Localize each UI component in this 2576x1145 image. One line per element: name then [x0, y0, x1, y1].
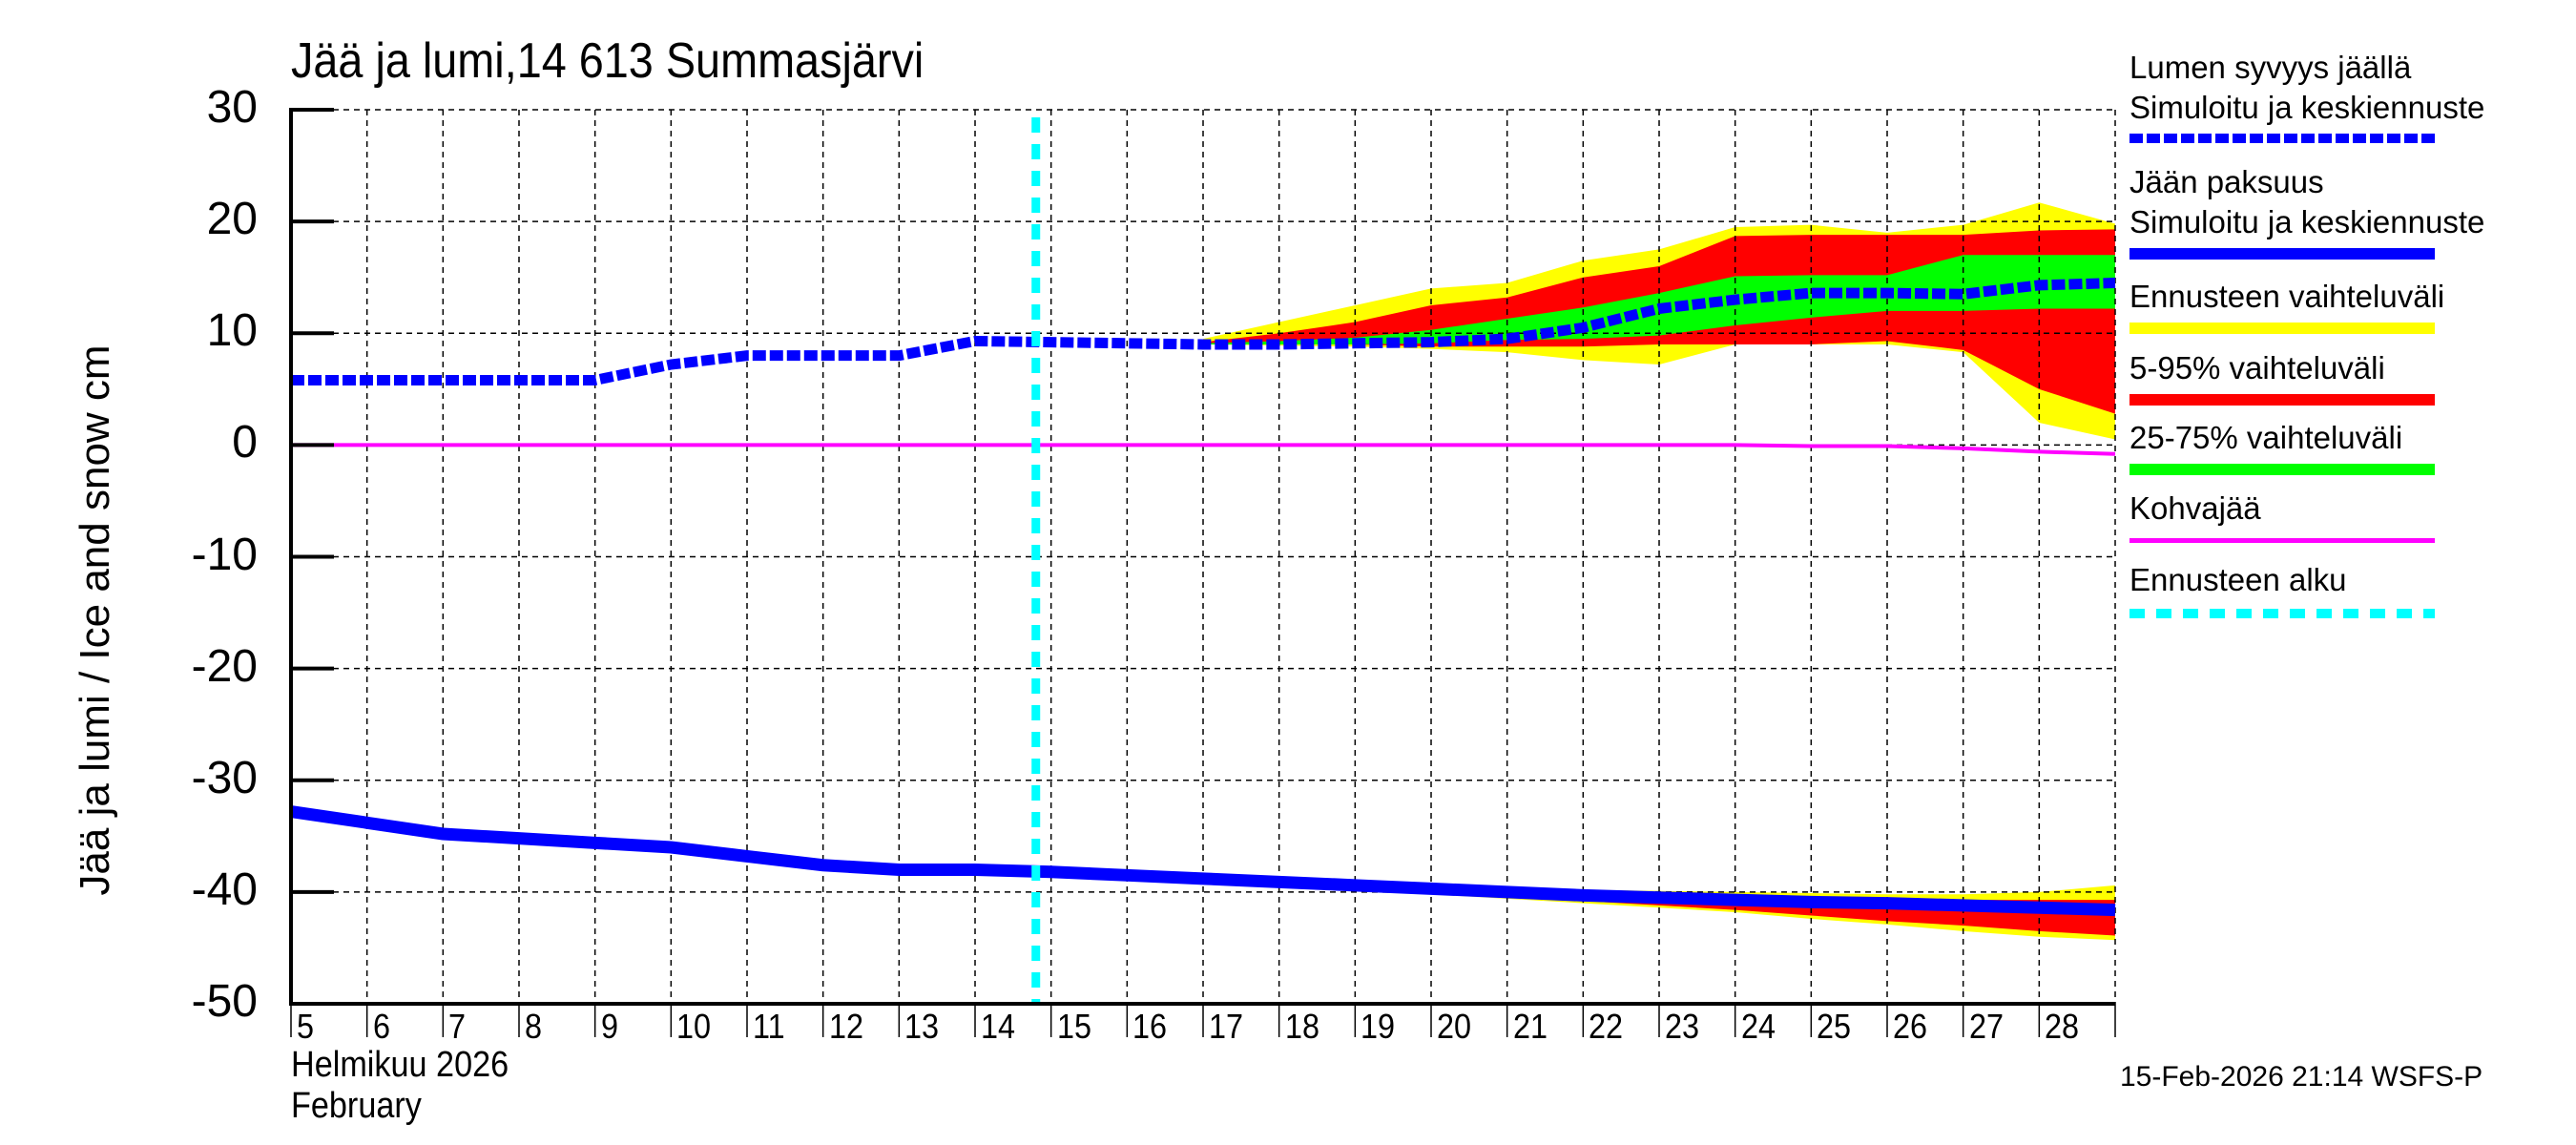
legend-item-slush-ice: Kohvajää: [2129, 489, 2568, 543]
legend-swatch-yellow: [2129, 323, 2435, 334]
y-tick-label: 0: [232, 417, 258, 468]
legend-label: 25-75% vaihteluväli: [2129, 420, 2403, 455]
x-axis-month-en: February: [291, 1086, 422, 1126]
x-axis-month-fi: Helmikuu 2026: [291, 1045, 509, 1085]
x-tick-label: 7: [448, 1007, 467, 1046]
x-tick-label: 10: [676, 1007, 712, 1046]
y-tick-label: -10: [191, 529, 258, 580]
ice-thickness-line: [290, 805, 2116, 917]
legend-item-25-75-range: 25-75% vaihteluväli: [2129, 418, 2568, 475]
legend-swatch-red: [2129, 394, 2435, 406]
x-tick-label: 28: [2045, 1007, 2080, 1046]
legend-swatch-dotted-cyan: [2129, 609, 2435, 618]
legend-label: Ennusteen alku: [2129, 562, 2347, 597]
legend-label: Simuloitu ja keskiennuste: [2129, 204, 2485, 239]
legend-label: Simuloitu ja keskiennuste: [2129, 90, 2485, 125]
x-tick-label: 25: [1817, 1007, 1852, 1046]
y-tick-label: -30: [191, 752, 258, 803]
data-lines: [290, 117, 2116, 1004]
legend-label: 5-95% vaihteluväli: [2129, 350, 2385, 385]
y-tick-label: 30: [206, 82, 258, 133]
x-tick-label: 8: [525, 1007, 543, 1046]
y-tick-label: -50: [191, 976, 258, 1027]
x-tick-label: 19: [1361, 1007, 1396, 1046]
x-tick-label: 15: [1056, 1007, 1091, 1046]
x-tick-label: 17: [1209, 1007, 1244, 1046]
x-tick-label: 22: [1589, 1007, 1624, 1046]
x-tick-label: 21: [1512, 1007, 1548, 1046]
chart-title: Jää ja lumi,14 613 Summasjärvi: [291, 33, 924, 89]
footer-timestamp: 15-Feb-2026 21:14 WSFS-P: [2120, 1061, 2483, 1093]
x-tick-label: 26: [1893, 1007, 1928, 1046]
legend-swatch-magenta: [2129, 538, 2435, 543]
legend-label: Kohvajää: [2129, 490, 2261, 526]
legend-label: Jään paksuus: [2129, 164, 2324, 199]
legend-item-5-95-range: 5-95% vaihteluväli: [2129, 348, 2568, 406]
legend-item-snow-depth: Lumen syvyys jäällä Simuloitu ja keskien…: [2129, 48, 2568, 143]
x-tick-label: 9: [600, 1007, 618, 1046]
legend-swatch-green: [2129, 464, 2435, 475]
x-tick-label: 20: [1437, 1007, 1472, 1046]
y-tick-label: -40: [191, 864, 258, 915]
legend-label: Ennusteen vaihteluväli: [2129, 279, 2445, 314]
y-tick-label: 20: [206, 194, 258, 245]
y-tick-label: -20: [191, 640, 258, 692]
legend-item-forecast-range: Ennusteen vaihteluväli: [2129, 277, 2568, 334]
legend-item-ice-thickness: Jään paksuus Simuloitu ja keskiennuste: [2129, 162, 2568, 260]
snow-depth-line: [291, 278, 2116, 385]
grid-lines: [291, 109, 2116, 1004]
slush-ice-line: [291, 443, 2116, 456]
x-tick-label: 18: [1284, 1007, 1319, 1046]
axes: [289, 108, 2116, 1037]
x-tick-label: 6: [372, 1007, 390, 1046]
x-tick-label: 12: [828, 1007, 863, 1046]
x-tick-label: 23: [1665, 1007, 1700, 1046]
x-tick-label: 27: [1968, 1007, 2004, 1046]
x-tick-label: 16: [1132, 1007, 1168, 1046]
legend-label: Lumen syvyys jäällä: [2129, 50, 2412, 85]
legend-swatch-dashed-blue: [2129, 134, 2435, 143]
y-tick-label: 10: [206, 305, 258, 357]
x-tick-label: 14: [981, 1007, 1016, 1046]
x-tick-label: 5: [297, 1007, 315, 1046]
x-tick-label: 24: [1740, 1007, 1776, 1046]
legend-item-forecast-start: Ennusteen alku: [2129, 560, 2568, 618]
x-tick-label: 11: [753, 1007, 785, 1046]
x-tick-label: 13: [904, 1007, 940, 1046]
y-axis-label: Jää ja lumi / Ice and snow cm: [72, 344, 118, 896]
legend-swatch-solid-blue: [2129, 248, 2435, 260]
